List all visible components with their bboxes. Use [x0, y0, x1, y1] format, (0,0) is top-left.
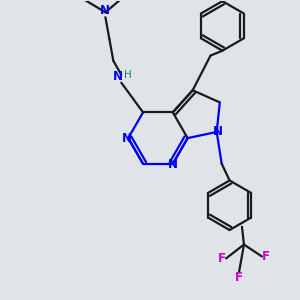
- Text: N: N: [113, 70, 123, 83]
- Text: N: N: [168, 158, 178, 171]
- Text: N: N: [213, 125, 223, 138]
- Text: F: F: [262, 250, 270, 263]
- Text: N: N: [122, 132, 132, 145]
- Text: H: H: [124, 70, 132, 80]
- Text: N: N: [99, 4, 110, 17]
- Text: F: F: [218, 252, 226, 265]
- Text: F: F: [235, 271, 243, 284]
